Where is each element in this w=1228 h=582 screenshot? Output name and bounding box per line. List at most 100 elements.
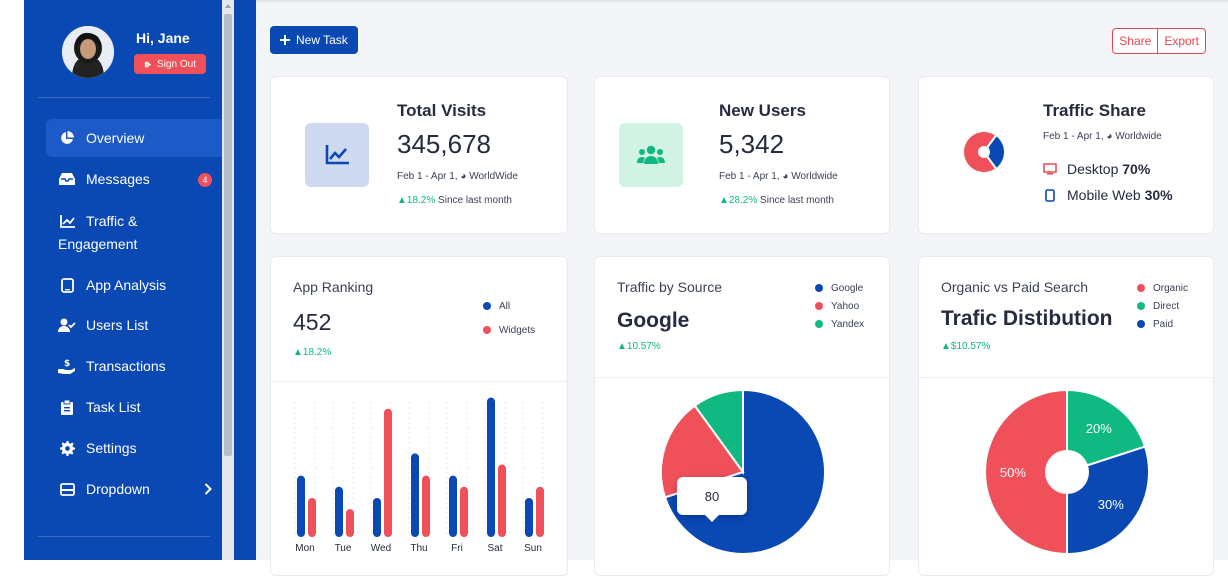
- bar-all[interactable]: [525, 497, 533, 537]
- new-task-button[interactable]: New Task: [270, 26, 358, 54]
- pie-slice-organic[interactable]: [984, 388, 1068, 556]
- bar-all[interactable]: [487, 397, 495, 537]
- card-change: ▲28.2% Since last month: [719, 195, 834, 206]
- total-visits-card: Total Visits 345,678 Feb 1 - Apr 1, ◕ Wo…: [270, 76, 568, 234]
- slice-label: 30%: [1098, 497, 1124, 512]
- sidebar-item-transactions[interactable]: $ Transactions: [46, 347, 222, 385]
- card-subtitle: Feb 1 - Apr 1, ◕ WorldWide: [397, 171, 518, 182]
- legend-item-organic[interactable]: Organic: [1137, 279, 1188, 297]
- sidebar-item-messages[interactable]: Messages 4: [46, 160, 222, 198]
- card-change: ▲18.2% Since last month: [397, 195, 512, 206]
- plus-icon: [280, 35, 290, 45]
- legend-item-paid[interactable]: Paid: [1137, 315, 1188, 333]
- change-value: 10.57%: [626, 341, 661, 352]
- sidebar-edge: [234, 0, 256, 560]
- bar-all[interactable]: [411, 453, 419, 537]
- bar-all[interactable]: [449, 475, 457, 537]
- card-value: 5,342: [719, 129, 785, 159]
- sidebar-item-label-line2: Engagement: [58, 236, 138, 252]
- region: Worldwide: [791, 171, 838, 182]
- date-range: Feb 1 - Apr 1,: [397, 171, 458, 182]
- legend-dot: [815, 302, 823, 310]
- source-top: Google: [617, 309, 690, 332]
- sidebar-item-app-analysis[interactable]: App Analysis: [46, 266, 222, 304]
- change-since: Since last month: [438, 195, 512, 206]
- sidebar-item-traffic-engagement[interactable]: Traffic & Engagement: [46, 204, 222, 256]
- legend-item-widgets[interactable]: Widgets: [483, 321, 535, 339]
- sign-out-button[interactable]: Sign Out: [134, 54, 206, 74]
- mobile-value: 30%: [1144, 187, 1173, 203]
- ranking-value: 452: [293, 309, 332, 335]
- sidebar-item-label: Users List: [86, 317, 149, 333]
- arrow-up-icon: ▲: [617, 341, 627, 352]
- desktop-label: Desktop: [1067, 161, 1119, 177]
- arrow-up-icon: ▲: [397, 195, 407, 206]
- bar-widgets[interactable]: [422, 475, 430, 537]
- sign-out-label: Sign Out: [157, 58, 196, 70]
- bar-widgets[interactable]: [308, 497, 316, 537]
- bar-widgets[interactable]: [384, 408, 392, 537]
- bar-all[interactable]: [373, 497, 381, 537]
- bar-widgets[interactable]: [498, 464, 506, 538]
- sidebar-item-users-list[interactable]: Users List: [46, 306, 222, 344]
- legend-item-direct[interactable]: Direct: [1137, 297, 1188, 315]
- bar-widgets[interactable]: [536, 486, 544, 537]
- legend-label: Google: [831, 282, 864, 294]
- tooltip-pointer: [705, 515, 719, 522]
- sidebar-item-label: Task List: [86, 399, 141, 415]
- share-export-group: Share Export: [1112, 28, 1206, 54]
- clipboard-icon: [58, 399, 76, 415]
- sign-out-icon: [144, 61, 152, 67]
- globe-icon: ◕: [460, 171, 467, 182]
- new-task-label: New Task: [296, 33, 348, 47]
- pie-slice-direct[interactable]: [1066, 388, 1147, 474]
- share-button[interactable]: Share: [1119, 34, 1152, 48]
- sidebar-divider: [38, 536, 210, 537]
- slice-label: 20%: [1086, 421, 1112, 436]
- x-tick-label: Wed: [371, 543, 391, 554]
- change-since: Since last month: [760, 195, 834, 206]
- line-chart-icon: [58, 213, 76, 229]
- bar-all[interactable]: [335, 486, 343, 537]
- bar-all[interactable]: [297, 475, 305, 537]
- arrow-up-icon: ▲: [941, 341, 951, 352]
- pie-slice-mobile-web[interactable]: [982, 133, 1006, 171]
- tablet-icon: [58, 277, 76, 293]
- sidebar-item-settings[interactable]: Settings: [46, 429, 222, 467]
- legend-item-yahoo[interactable]: Yahoo: [815, 297, 864, 315]
- legend-label: All: [499, 300, 511, 312]
- sidebar-item-overview[interactable]: Overview: [46, 119, 222, 157]
- bar-widgets[interactable]: [460, 486, 468, 537]
- card-title: Traffic Share: [1043, 101, 1146, 120]
- ranking-change: ▲18.2%: [293, 347, 331, 358]
- globe-icon: ◕: [1106, 131, 1113, 142]
- tooltip-value: 80: [704, 488, 720, 504]
- legend-label: Direct: [1153, 300, 1180, 312]
- sidebar-item-label: App Analysis: [86, 277, 167, 293]
- legend-dot: [815, 320, 823, 328]
- bar-widgets[interactable]: [346, 509, 354, 537]
- pie-slice-yandex[interactable]: [693, 388, 744, 476]
- sidebar-item-label: Settings: [86, 440, 137, 456]
- pie-slice-yahoo[interactable]: [660, 404, 745, 499]
- region: Worldwide: [1115, 131, 1162, 142]
- sidebar-item-dropdown[interactable]: Dropdown: [46, 470, 222, 508]
- source-legend: Google Yahoo Yandex: [815, 279, 864, 333]
- sidebar-item-label: Overview: [86, 130, 145, 146]
- source-change: ▲10.57%: [617, 341, 661, 352]
- scrollbar-thumb[interactable]: [224, 14, 232, 456]
- legend-item-all[interactable]: All: [483, 297, 535, 315]
- card-title: Traffic by Source: [617, 279, 723, 295]
- legend-item-google[interactable]: Google: [815, 279, 864, 297]
- sidebar-item-label: Traffic &: [86, 213, 138, 229]
- mobile-share: Mobile Web 30%: [1043, 187, 1173, 203]
- sidebar-item-task-list[interactable]: Task List: [46, 388, 222, 426]
- scroll-up-icon[interactable]: [225, 4, 231, 8]
- arrow-up-icon: ▲: [293, 347, 303, 358]
- legend-item-yandex[interactable]: Yandex: [815, 315, 864, 333]
- export-button[interactable]: Export: [1157, 29, 1205, 53]
- avatar[interactable]: [62, 26, 114, 78]
- card-subtitle: Feb 1 - Apr 1, ◕ Worldwide: [719, 171, 838, 182]
- ranking-legend: All Widgets: [483, 297, 535, 339]
- sidebar-scrollbar[interactable]: [222, 0, 234, 560]
